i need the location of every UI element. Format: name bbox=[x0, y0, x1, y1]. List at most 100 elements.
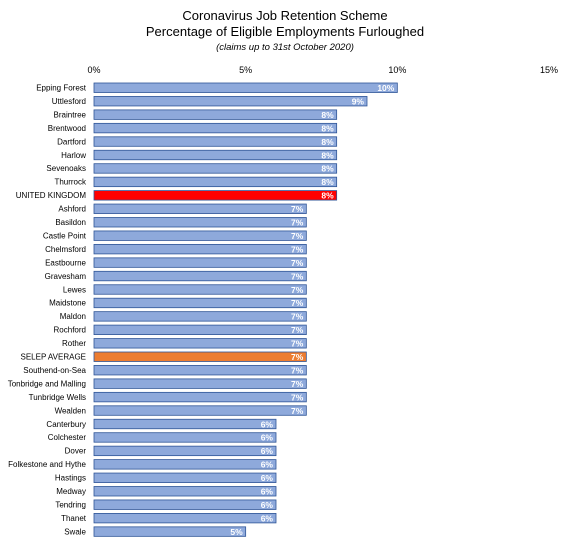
data-label: 10% bbox=[377, 83, 394, 93]
category-label: Colchester bbox=[48, 433, 87, 442]
bar bbox=[93, 149, 338, 161]
data-label: 7% bbox=[291, 352, 304, 362]
category-label: Tunbridge Wells bbox=[29, 393, 86, 402]
data-label: 6% bbox=[261, 473, 274, 483]
data-label: 7% bbox=[291, 339, 304, 349]
bar bbox=[93, 378, 307, 389]
bar bbox=[93, 391, 307, 403]
bar-series bbox=[93, 82, 398, 537]
data-label: 7% bbox=[291, 258, 304, 268]
data-label: 6% bbox=[261, 460, 274, 470]
category-label: Maldon bbox=[60, 312, 86, 321]
category-labels: Epping Forest Uttlesford Braintree Brentwoo… bbox=[8, 84, 87, 537]
category-label: Dartford bbox=[57, 137, 86, 146]
data-label: 7% bbox=[291, 231, 304, 241]
category-label: Chelmsford bbox=[45, 245, 86, 254]
data-label: 8% bbox=[321, 150, 334, 160]
data-label: 7% bbox=[291, 325, 304, 335]
bar bbox=[93, 284, 307, 295]
data-label: 8% bbox=[321, 191, 334, 201]
category-label: Thanet bbox=[61, 514, 87, 523]
chart-title: Coronavirus Job Retention Scheme bbox=[182, 8, 387, 23]
category-label: Brentwood bbox=[48, 124, 86, 133]
bar bbox=[93, 432, 277, 443]
category-label: Lewes bbox=[63, 285, 86, 294]
bar bbox=[93, 163, 338, 174]
category-label: SELEP AVERAGE bbox=[20, 353, 86, 362]
bar bbox=[93, 365, 307, 376]
bar bbox=[93, 203, 307, 214]
category-label: Harlow bbox=[61, 151, 86, 160]
bar bbox=[93, 176, 338, 188]
bar bbox=[93, 499, 277, 510]
data-label: 6% bbox=[261, 419, 274, 429]
data-label: 8% bbox=[321, 164, 334, 174]
category-label: Epping Forest bbox=[36, 84, 87, 93]
bar bbox=[93, 136, 338, 147]
x-tick-label: 5% bbox=[239, 65, 252, 75]
bar bbox=[93, 230, 307, 241]
category-label: Tonbridge and Malling bbox=[8, 379, 86, 388]
bar bbox=[93, 297, 307, 309]
category-label: Wealden bbox=[55, 406, 86, 415]
data-label: 7% bbox=[291, 244, 304, 254]
category-label: Hastings bbox=[55, 474, 86, 483]
data-label: 7% bbox=[291, 271, 304, 281]
bar bbox=[93, 270, 307, 282]
data-label: 6% bbox=[261, 500, 274, 510]
category-label: Ashford bbox=[58, 205, 86, 214]
category-label: Uttlesford bbox=[52, 97, 86, 106]
category-label: Sevenoaks bbox=[46, 164, 86, 173]
category-label: Castle Point bbox=[43, 231, 87, 240]
data-label: 8% bbox=[321, 123, 334, 133]
x-tick-label: 0% bbox=[87, 65, 100, 75]
category-label: Dover bbox=[65, 447, 87, 456]
data-label: 8% bbox=[321, 137, 334, 147]
bar bbox=[93, 513, 277, 524]
category-label: UNITED KINGDOM bbox=[16, 191, 87, 200]
category-label: Thurrock bbox=[54, 178, 87, 187]
data-label: 6% bbox=[261, 446, 274, 456]
category-label: Canterbury bbox=[46, 420, 86, 429]
data-label: 7% bbox=[291, 285, 304, 295]
data-label: 7% bbox=[291, 218, 304, 228]
bar bbox=[93, 82, 398, 93]
bar bbox=[93, 122, 338, 134]
category-label: Gravesham bbox=[45, 272, 87, 281]
bar bbox=[93, 311, 307, 322]
x-axis-ticks: 0% 5% 10% 15% bbox=[87, 65, 558, 75]
category-label: Eastbourne bbox=[45, 258, 86, 267]
bar bbox=[93, 243, 307, 255]
data-label: 7% bbox=[291, 406, 304, 416]
chart-subtitle: Percentage of Eligible Employments Furlo… bbox=[146, 24, 424, 39]
category-label: Maidstone bbox=[49, 299, 86, 308]
bar bbox=[93, 526, 247, 537]
bar bbox=[93, 405, 307, 416]
x-tick-label: 10% bbox=[388, 65, 406, 75]
bar bbox=[93, 324, 307, 336]
data-label: 6% bbox=[261, 487, 274, 497]
bar bbox=[93, 459, 277, 470]
data-label: 8% bbox=[321, 177, 334, 187]
bar bbox=[93, 418, 277, 430]
bar bbox=[93, 109, 338, 120]
bar bbox=[93, 257, 307, 268]
data-label: 7% bbox=[291, 392, 304, 402]
data-label: 9% bbox=[352, 96, 365, 106]
bar bbox=[93, 445, 277, 457]
bar bbox=[93, 486, 277, 497]
data-label: 7% bbox=[291, 379, 304, 389]
category-label: Braintree bbox=[54, 110, 87, 119]
category-label: Southend-on-Sea bbox=[23, 366, 86, 375]
category-label: Rother bbox=[62, 339, 86, 348]
bar bbox=[93, 351, 307, 362]
data-label: 6% bbox=[261, 433, 274, 443]
category-label: Basildon bbox=[55, 218, 86, 227]
bar bbox=[93, 96, 368, 107]
data-label: 7% bbox=[291, 298, 304, 308]
bar bbox=[93, 472, 277, 483]
data-label: 7% bbox=[291, 204, 304, 214]
category-label: Swale bbox=[64, 527, 86, 536]
data-label: 8% bbox=[321, 110, 334, 120]
data-label: 6% bbox=[261, 513, 274, 523]
